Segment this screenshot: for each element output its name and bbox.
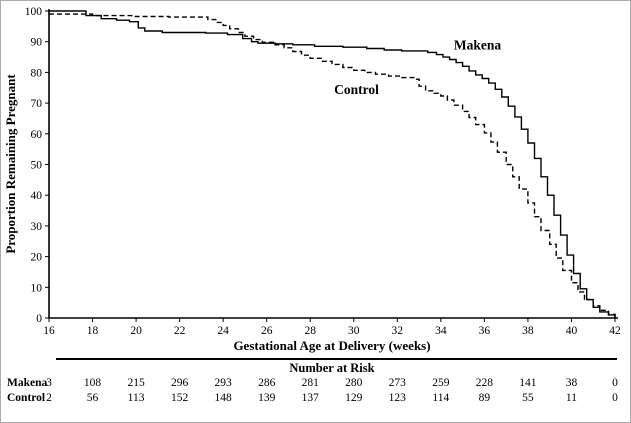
x-tick-label: 28 (304, 325, 316, 337)
y-tick-label: 60 (31, 129, 43, 141)
y-tick-label: 100 (25, 6, 43, 18)
y-tick-label: 40 (31, 190, 43, 202)
x-tick-label: 30 (348, 325, 360, 337)
y-axis-label: Proportion Remaining Pregnant (3, 74, 18, 254)
risk-cell: 273 (388, 377, 406, 389)
risk-cell: 152 (170, 392, 189, 404)
x-tick-label: 24 (217, 325, 229, 337)
x-tick-label: 36 (479, 325, 491, 337)
risk-cell: 286 (258, 377, 276, 389)
survival-chart: Proportion Remaining Pregnant Gestationa… (3, 6, 621, 353)
risk-cell: 38 (565, 377, 578, 389)
x-tick-label: 32 (392, 325, 404, 337)
x-tick-label: 18 (87, 325, 99, 337)
x-tick-label: 22 (174, 325, 186, 337)
risk-row-label: Makena (7, 377, 48, 389)
x-tick-label: 42 (609, 325, 621, 337)
risk-table-divider (56, 358, 617, 360)
series-label-makena: Makena (454, 37, 502, 52)
risk-cell: 55 (522, 392, 534, 404)
x-tick-label: 40 (566, 325, 578, 337)
x-tick-label: 34 (435, 325, 447, 337)
x-tick-label: 26 (261, 325, 273, 337)
axes (48, 9, 618, 319)
risk-cell: 113 (127, 392, 145, 404)
risk-row-makena: Makena 3 108 215 296 293 286 281 280 273 259 228 141… (1, 377, 630, 391)
risk-row-control: Control 2 56 113 152 148 139 137 129 123 114 89 55 11… (1, 392, 630, 406)
risk-cell: 215 (127, 377, 145, 389)
risk-cell: 148 (214, 392, 232, 404)
risk-cell: 280 (345, 377, 363, 389)
risk-cell: 89 (478, 392, 491, 404)
y-tick-label: 70 (31, 98, 43, 110)
risk-cell: 281 (301, 377, 319, 389)
y-tick-label: 30 (31, 221, 43, 233)
risk-cell: 0 (612, 377, 618, 389)
risk-cell: 3 (46, 377, 52, 389)
risk-cell: 296 (170, 377, 189, 389)
x-tick-label: 16 (43, 325, 55, 337)
risk-cell: 56 (86, 392, 99, 404)
x-tick-label: 38 (522, 325, 534, 337)
x-tick-label: 20 (130, 325, 142, 337)
risk-cell: 108 (83, 377, 102, 389)
series-line-makena (49, 10, 616, 318)
risk-cell: 137 (301, 392, 319, 404)
risk-cell: 139 (258, 392, 276, 404)
risk-table-title: Number at Risk (289, 361, 375, 375)
y-tick-label: 80 (31, 67, 43, 79)
y-tick-label: 20 (31, 252, 43, 264)
x-axis-label: Gestational Age at Delivery (weeks) (233, 338, 430, 353)
y-tick-label: 10 (31, 282, 43, 294)
risk-cell: 228 (475, 377, 493, 389)
y-tick-label: 50 (31, 160, 43, 172)
risk-cell: 293 (214, 377, 232, 389)
risk-cell: 123 (388, 392, 406, 404)
y-tick-label: 90 (31, 37, 43, 49)
risk-row-label: Control (7, 392, 46, 404)
risk-cell: 141 (519, 377, 537, 389)
risk-cell: 259 (432, 377, 450, 389)
risk-cell: 2 (46, 392, 52, 404)
risk-cell: 129 (345, 392, 363, 404)
y-tick-label: 0 (36, 313, 42, 325)
series-label-control: Control (334, 82, 379, 97)
risk-cell: 0 (612, 392, 618, 404)
series-line-control (49, 13, 616, 318)
risk-cell: 114 (432, 392, 450, 404)
risk-cell: 11 (565, 392, 577, 404)
